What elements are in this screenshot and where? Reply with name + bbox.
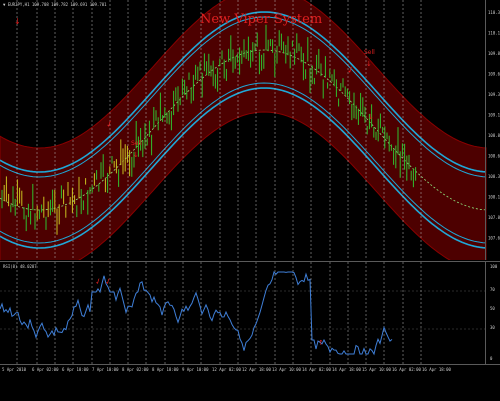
time-tick-label: 6 Apr 18:00 bbox=[62, 367, 89, 372]
price-chart-pane[interactable]: ↓ ✓ Sell ↓ Sell ↓ ✓ ↓ 110.35 110.10 109.85… bbox=[0, 0, 500, 260]
price-tick-label: 107.85 bbox=[488, 215, 500, 220]
chart-title: New Viper System bbox=[200, 12, 323, 27]
sell-label-mid: Sell ↓ bbox=[131, 140, 142, 159]
price-tick-label: 110.10 bbox=[488, 31, 500, 36]
time-tick-label: 13 Apr 10:00 bbox=[272, 367, 301, 372]
time-tick-label: 16 Apr 18:00 bbox=[422, 367, 451, 372]
time-tick-label: 7 Apr 10:00 bbox=[92, 367, 119, 372]
time-tick-label: 12 Apr 02:00 bbox=[212, 367, 241, 372]
time-tick-label: 16 Apr 02:00 bbox=[392, 367, 421, 372]
time-tick-label: 5 Apr 2010 bbox=[2, 367, 27, 372]
price-axis[interactable] bbox=[485, 0, 500, 260]
outer-envelope-band bbox=[0, 0, 487, 260]
lower-blue-band-line-2 bbox=[0, 82, 487, 244]
svg-text:Sell: Sell bbox=[364, 49, 375, 56]
svg-text:↑: ↑ bbox=[318, 339, 324, 347]
svg-text:↓: ↓ bbox=[366, 60, 372, 68]
price-chart-canvas[interactable]: ↓ ✓ Sell ↓ Sell ↓ ✓ ↓ 110.35 110.10 109.85… bbox=[0, 0, 500, 260]
buy-check-mark-left: ✓ bbox=[105, 119, 116, 131]
indicator-label: RSI(8) 48.0287 bbox=[3, 264, 37, 269]
upper-blue-band-line-2 bbox=[0, 16, 487, 178]
price-tick-label: 109.10 bbox=[488, 113, 500, 118]
price-tick-label: 109.60 bbox=[488, 72, 500, 77]
vertical-grid-lines bbox=[16, 0, 422, 260]
lower-blue-band-line bbox=[0, 87, 487, 249]
price-tick-label: 108.60 bbox=[488, 154, 500, 159]
time-axis: 5 Apr 2010 6 Apr 02:00 6 Apr 18:00 7 Apr 10… bbox=[0, 364, 500, 401]
rsi-vertical-grid bbox=[16, 262, 422, 365]
sell-label-top-right: Sell ↓ ✓ ↓ bbox=[346, 49, 376, 121]
time-axis-canvas: 5 Apr 2010 6 Apr 02:00 6 Apr 18:00 7 Apr 10… bbox=[2, 367, 451, 372]
price-tick-label: 109.85 bbox=[488, 51, 500, 56]
rsi-tick-label: 70 bbox=[490, 287, 495, 292]
time-tick-label: 9 Apr 10:00 bbox=[182, 367, 209, 372]
svg-text:✓: ✓ bbox=[104, 276, 113, 287]
rsi-axis-labels: 100 70 50 30 0 bbox=[490, 264, 498, 361]
price-candles bbox=[1, 24, 417, 235]
price-tick-label: 108.35 bbox=[488, 174, 500, 179]
price-tick-label: 108.85 bbox=[488, 133, 500, 138]
rsi-canvas[interactable]: ✓ ✓ ↑ 100 70 50 30 0 bbox=[0, 262, 500, 365]
time-tick-label: 14 Apr 02:00 bbox=[302, 367, 331, 372]
time-tick-label: 12 Apr 18:00 bbox=[242, 367, 271, 372]
price-axis-labels: 110.35 110.10 109.85 109.60 109.35 109.10 108.… bbox=[488, 10, 500, 241]
rsi-indicator-pane[interactable]: ✓ ✓ ↑ 100 70 50 30 0 RSI(8) 48.0287 bbox=[0, 261, 500, 365]
rsi-marks: ✓ ✓ ↑ bbox=[94, 276, 324, 347]
svg-text:↓: ↓ bbox=[368, 113, 374, 121]
time-tick-label: 6 Apr 02:00 bbox=[32, 367, 59, 372]
rsi-tick-label: 30 bbox=[490, 325, 495, 330]
svg-text:✓: ✓ bbox=[94, 276, 103, 287]
rsi-axis[interactable] bbox=[485, 262, 500, 365]
time-tick-label: 8 Apr 02:00 bbox=[122, 367, 149, 372]
svg-text:✓: ✓ bbox=[105, 119, 116, 131]
price-tick-label: 110.35 bbox=[488, 10, 500, 15]
rsi-tick-label: 50 bbox=[490, 306, 495, 311]
rsi-tick-label: 0 bbox=[490, 356, 493, 361]
rsi-line bbox=[0, 270, 393, 356]
price-tick-label: 108.10 bbox=[488, 195, 500, 200]
symbol-info-line: ▼ EURJPY,H1 109.708 109.782 109.691 109.… bbox=[3, 2, 107, 7]
rsi-tick-label: 100 bbox=[490, 264, 498, 269]
sell-arrow-top-left: ↓ bbox=[14, 17, 21, 26]
time-tick-label: 14 Apr 18:00 bbox=[332, 367, 361, 372]
price-tick-label: 107.60 bbox=[488, 236, 500, 241]
price-tick-label: 109.35 bbox=[488, 92, 500, 97]
upper-blue-band-line bbox=[0, 11, 487, 173]
svg-text:↓: ↓ bbox=[133, 151, 139, 159]
svg-text:↓: ↓ bbox=[14, 17, 21, 26]
time-tick-label: 15 Apr 10:00 bbox=[362, 367, 391, 372]
time-tick-label: 8 Apr 18:00 bbox=[152, 367, 179, 372]
svg-text:✓: ✓ bbox=[346, 65, 357, 77]
svg-text:Sell: Sell bbox=[131, 140, 142, 147]
